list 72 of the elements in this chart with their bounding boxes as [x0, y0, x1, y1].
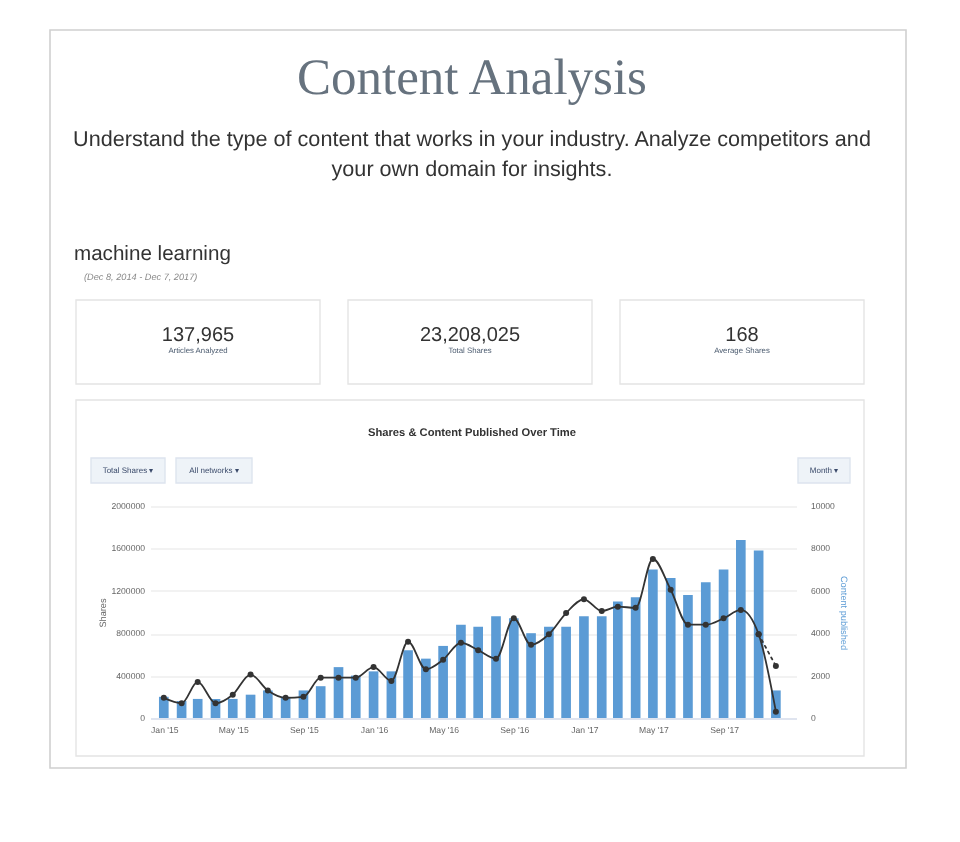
point [684, 621, 691, 628]
point [545, 631, 552, 638]
bar [736, 539, 746, 718]
text: 23,208,025 [419, 325, 521, 347]
chart-subtitle: Understand the type of content that works in your industry. Analyze competitors and your own domain for insights. [73, 128, 871, 182]
point [475, 647, 482, 654]
bar [700, 582, 711, 718]
point [370, 664, 377, 671]
bar [683, 595, 693, 718]
bar [438, 645, 448, 718]
text: 137,965 [161, 325, 236, 347]
point [440, 656, 447, 663]
bar [579, 616, 589, 718]
point [737, 606, 744, 613]
bar [333, 667, 344, 718]
point [300, 693, 307, 700]
point [178, 700, 185, 707]
point [212, 700, 219, 707]
bar [718, 569, 729, 718]
bar [613, 601, 623, 718]
point [667, 586, 674, 593]
point [335, 674, 342, 681]
bar [192, 698, 203, 718]
bar [544, 626, 554, 718]
point [160, 694, 167, 701]
bar [665, 578, 676, 718]
bar [526, 633, 536, 718]
point [580, 596, 587, 603]
point [632, 604, 639, 611]
point [772, 708, 779, 715]
point [229, 691, 236, 698]
point [352, 674, 359, 681]
point [772, 663, 779, 670]
point [264, 687, 271, 694]
point [247, 671, 254, 678]
point [194, 678, 201, 685]
text: 168 [725, 325, 760, 347]
line-series [160, 556, 779, 715]
bar [596, 616, 607, 718]
bar [473, 626, 483, 718]
point [388, 677, 395, 684]
chart-title: Content Analysis [297, 48, 647, 106]
bar [421, 658, 431, 718]
point [405, 638, 412, 645]
point [598, 607, 605, 614]
point [614, 603, 621, 610]
point [702, 621, 709, 628]
bar [403, 650, 413, 718]
point [282, 694, 289, 701]
bar [648, 569, 658, 718]
point [510, 615, 517, 622]
point [720, 615, 727, 622]
point [492, 655, 499, 662]
bar [350, 675, 361, 718]
bar [227, 698, 238, 718]
bar [262, 690, 273, 718]
point [317, 674, 324, 681]
bar [456, 624, 466, 718]
bar [561, 626, 571, 718]
text: machine learning [74, 244, 232, 266]
bar [491, 616, 501, 718]
bar [630, 597, 641, 718]
point [528, 641, 535, 648]
point [649, 556, 656, 562]
bar [368, 671, 379, 718]
bar [508, 618, 519, 718]
bar [315, 686, 326, 718]
point [422, 666, 429, 673]
bar [245, 694, 256, 718]
point [563, 610, 570, 617]
bar [753, 550, 764, 718]
point [457, 639, 464, 646]
